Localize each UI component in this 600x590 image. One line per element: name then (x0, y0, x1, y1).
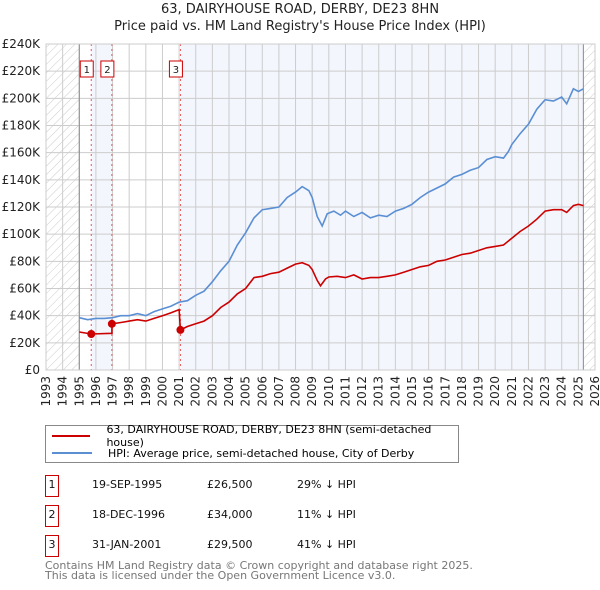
sale-label-number: 3 (173, 65, 179, 76)
chart-title: 63, DAIRYHOUSE ROAD, DERBY, DE23 8HN (160, 2, 440, 17)
transaction-hpi-delta: 41% ↓ HPI (297, 538, 356, 551)
footer: Contains HM Land Registry data © Crown c… (45, 559, 473, 582)
sale-point (107, 319, 116, 328)
y-tick-label: £60K (9, 282, 41, 296)
x-tick-label: 2017 (438, 376, 452, 407)
transaction-date: 18-DEC-1996 (92, 508, 166, 521)
x-tick-label: 2024 (555, 376, 569, 407)
x-tick-label: 2006 (255, 376, 269, 407)
transaction-number: 1 (45, 475, 59, 497)
x-tick-label: 2004 (222, 376, 236, 407)
x-tick-label: 2018 (455, 376, 469, 407)
sale-label-box (79, 60, 94, 78)
x-tick-label: 2014 (388, 376, 402, 407)
x-tick-label: 2008 (289, 376, 303, 407)
x-tick-label: 2021 (505, 376, 519, 407)
y-tick-label: £20K (9, 336, 41, 350)
legend-swatch-hpi (52, 452, 92, 454)
hpi-line (79, 87, 584, 321)
x-tick-label: 2015 (405, 376, 419, 407)
transaction-price: £26,500 (207, 478, 253, 491)
legend-item-price: 63, DAIRYHOUSE ROAD, DERBY, DE23 8HN (se… (46, 423, 458, 449)
x-tick-label: 1995 (72, 376, 86, 407)
y-tick-label: £140K (2, 173, 42, 187)
y-tick-label: £80K (9, 254, 41, 268)
x-tick-label: 1998 (122, 376, 136, 407)
plot-border (45, 43, 596, 371)
y-tick-label: £100K (2, 227, 42, 241)
x-tick-label: 1996 (89, 376, 103, 407)
y-tick-label: £200K (2, 91, 42, 105)
sale-label-number: 1 (84, 65, 90, 76)
y-tick-label: £0 (25, 363, 40, 377)
sale-label-box (168, 60, 183, 78)
x-tick-label: 2016 (422, 376, 436, 407)
x-tick-label: 2013 (372, 376, 386, 407)
x-tick-label: 2002 (189, 376, 203, 407)
price-chart: 1993 1994 1995 1996 1997 1998 1999 2000 2001 2002… (2, 37, 600, 407)
x-tick-label: 2000 (155, 376, 169, 407)
legend-label-hpi: HPI: Average price, semi-detached house,… (108, 446, 415, 460)
x-tick-label: 2025 (571, 376, 585, 407)
sale-label-number: 2 (104, 65, 110, 76)
x-tick-label: 2019 (472, 376, 486, 407)
transaction-date: 19-SEP-1995 (92, 478, 163, 491)
footer-line-1: Contains HM Land Registry data © Crown c… (45, 559, 473, 572)
x-tick-label: 2010 (322, 376, 336, 407)
x-tick-label: 2023 (538, 376, 552, 407)
x-tick-label: 2012 (355, 376, 369, 407)
footer-line-2: This data is licensed under the Open Gov… (45, 569, 396, 582)
sale-point (87, 330, 96, 339)
x-tick-label: 2005 (239, 376, 253, 407)
transaction-hpi-delta: 11% ↓ HPI (297, 508, 356, 521)
sale-point (176, 325, 185, 334)
sale-label-box (100, 60, 115, 78)
y-tick-label: £160K (2, 146, 42, 160)
y-tick-label: £120K (2, 200, 42, 214)
x-tick-label: 2026 (588, 376, 600, 407)
x-tick-label: 2001 (172, 376, 186, 407)
x-tick-label: 1997 (106, 376, 120, 407)
y-tick-label: £240K (2, 37, 42, 51)
x-tick-label: 2022 (521, 376, 535, 407)
transaction-price: £34,000 (207, 508, 253, 521)
legend-label-price: 63, DAIRYHOUSE ROAD, DERBY, DE23 8HN (se… (106, 423, 432, 449)
x-tick-label: 2007 (272, 376, 286, 407)
transaction-hpi-delta: 29% ↓ HPI (297, 478, 356, 491)
x-tick-label: 1993 (39, 376, 53, 407)
legend-swatch-price (52, 435, 91, 437)
legend-item-hpi: HPI: Average price, semi-detached house,… (46, 445, 414, 461)
x-tick-label: 2011 (338, 376, 352, 407)
x-tick-label: 2003 (205, 376, 219, 407)
y-tick-label: £180K (2, 119, 42, 133)
legend: 63, DAIRYHOUSE ROAD, DERBY, DE23 8HN (se… (45, 423, 459, 463)
x-tick-label: 2020 (488, 376, 502, 407)
transaction-date: 31-JAN-2001 (92, 538, 162, 551)
chart-subtitle: Price paid vs. HM Land Registry's House … (114, 19, 486, 34)
price-paid-line (79, 203, 584, 335)
y-tick-label: £40K (9, 309, 41, 323)
transaction-number: 3 (45, 535, 59, 557)
x-tick-label: 1994 (56, 376, 70, 407)
x-tick-label: 1999 (139, 376, 153, 407)
transaction-number: 2 (45, 505, 59, 527)
x-tick-label: 2009 (305, 376, 319, 407)
transaction-price: £29,500 (207, 538, 253, 551)
y-tick-label: £220K (2, 64, 42, 78)
